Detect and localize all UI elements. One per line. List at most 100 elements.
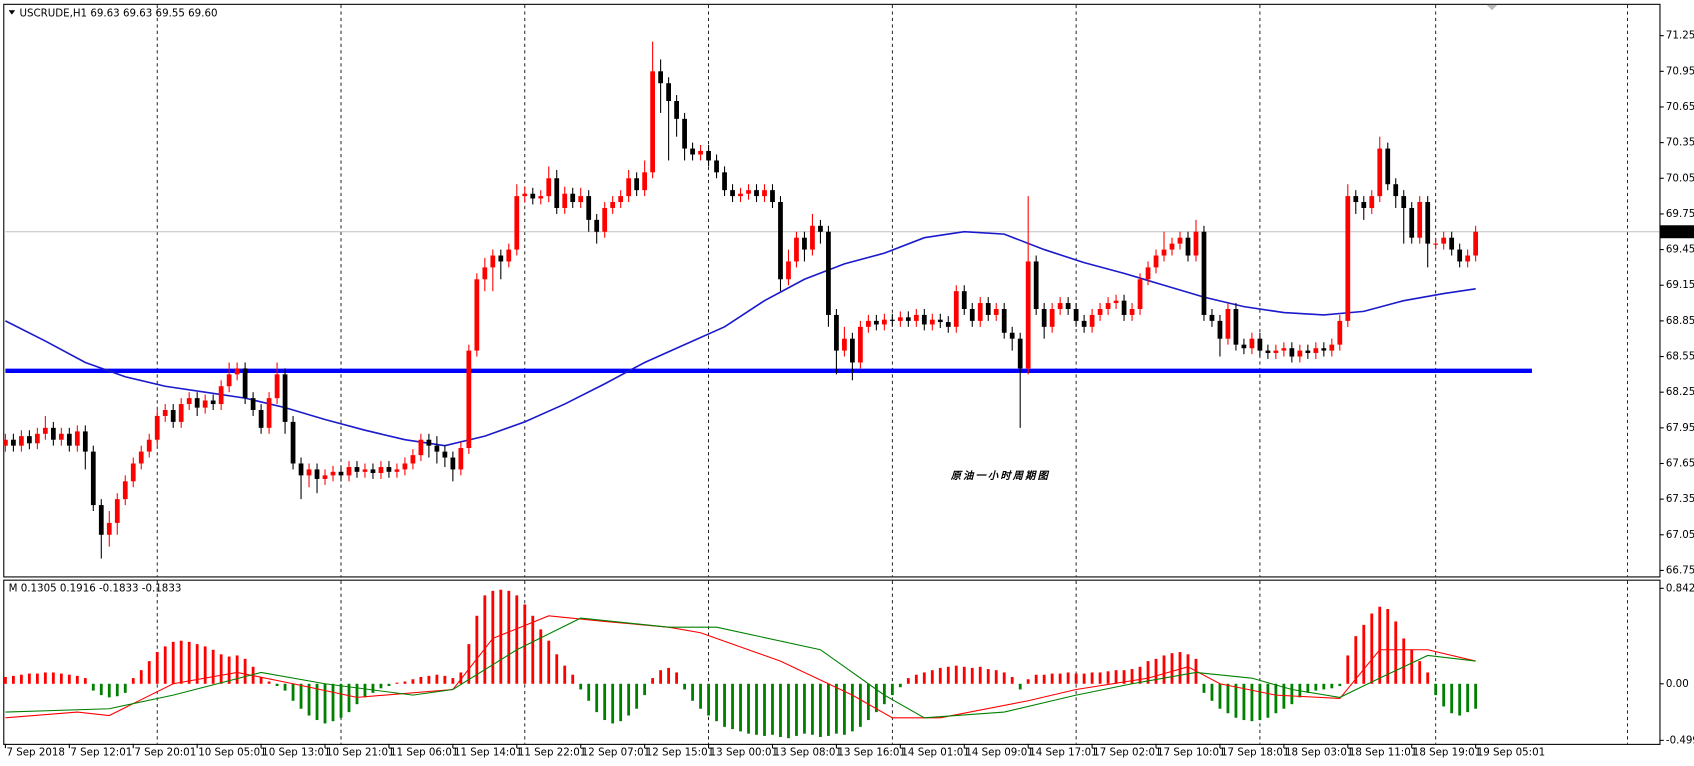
candle-body [650, 71, 656, 173]
histogram-bar [787, 683, 790, 739]
candle-body [810, 225, 815, 250]
candle-body [298, 463, 304, 476]
candle-body [106, 522, 112, 535]
histogram-bar [11, 675, 15, 684]
histogram-bar [3, 676, 7, 684]
signal-line [5, 617, 1476, 719]
candle-body [858, 326, 863, 363]
candle-body [985, 303, 991, 315]
x-tick-label: 18 Sep 03:01 [1285, 746, 1353, 758]
histogram-bar [1450, 683, 1454, 714]
histogram-bar [1338, 683, 1342, 687]
histogram-bar [779, 683, 782, 738]
candle-body [50, 427, 56, 440]
y-tick-label: 69.15 [1666, 279, 1694, 291]
candle-body [210, 400, 216, 405]
histogram-bar [427, 675, 431, 684]
histogram-bar [635, 683, 639, 709]
candle-body [1329, 344, 1335, 351]
histogram-bar [43, 672, 47, 684]
histogram-bar [467, 644, 471, 684]
candle-body [1457, 249, 1463, 262]
candle-body [1121, 300, 1127, 315]
histogram-bar [1090, 672, 1094, 684]
histogram-bar [1474, 683, 1478, 709]
candle-body [1273, 350, 1279, 353]
histogram-bar [1122, 670, 1126, 684]
candle-body [1289, 348, 1295, 357]
histogram-bar [443, 675, 447, 684]
candle-body [434, 445, 440, 452]
histogram-bar [978, 666, 982, 684]
candle-body [594, 219, 600, 232]
histogram-bar [1330, 683, 1334, 689]
candle-body [242, 368, 248, 399]
candle-body [1145, 267, 1151, 280]
y-tick-label: 70.05 [1666, 172, 1694, 184]
histogram-bar [339, 683, 343, 718]
histogram-bar [403, 681, 407, 684]
x-tick-label: 12 Sep 07:01 [582, 746, 650, 758]
candle-body [1153, 255, 1159, 268]
candle-body [690, 148, 695, 155]
histogram-bar [898, 683, 902, 688]
candle-body [1409, 207, 1415, 238]
histogram-bar [1394, 621, 1398, 684]
candle-body [642, 172, 648, 191]
histogram-bar [1226, 683, 1230, 714]
candle-body [889, 319, 895, 321]
histogram-bar [747, 683, 750, 734]
candle-body [961, 291, 967, 309]
candle-body [514, 196, 520, 250]
histogram-bar [819, 683, 822, 738]
histogram-bar [83, 678, 87, 684]
histogram-bar [1314, 683, 1318, 691]
candle-body [386, 467, 392, 472]
candle-body [138, 451, 144, 464]
candle-body [346, 467, 352, 476]
histogram-bar [611, 683, 615, 724]
histogram-bar [1066, 672, 1070, 684]
histogram-bar [307, 683, 311, 716]
candle-body [578, 196, 584, 203]
histogram-bar [371, 683, 375, 693]
candle-body [130, 463, 136, 482]
x-tick-label: 13 Sep 16:01 [837, 746, 905, 758]
candle-body [186, 398, 192, 405]
candle-body [474, 279, 480, 351]
histogram-bar [1178, 652, 1182, 684]
candle-body [698, 150, 703, 155]
candle-body [234, 368, 240, 375]
histogram-bar [795, 683, 798, 736]
histogram-bar [595, 683, 599, 713]
last-price-label: 69.60 [1663, 226, 1692, 238]
candle-body [1169, 243, 1175, 250]
histogram-bar [1058, 673, 1062, 684]
candle-body [114, 499, 120, 523]
last-price-box [1660, 225, 1694, 239]
candle-body [19, 436, 24, 446]
candle-body [1449, 237, 1455, 250]
candle-body [266, 398, 272, 428]
candle-body [1201, 231, 1207, 315]
candle-body [586, 196, 592, 220]
histogram-bar [930, 670, 934, 684]
candle-body [482, 267, 488, 280]
x-tick-label: 10 Sep 13:01 [262, 746, 330, 758]
histogram-bar [331, 683, 335, 722]
candle-body [42, 427, 48, 434]
histogram-bar [1202, 683, 1206, 693]
histogram-bar [163, 646, 167, 684]
histogram-bar [619, 683, 623, 722]
candle-body [969, 308, 975, 321]
histogram-bar [563, 665, 567, 684]
histogram-bar [491, 590, 495, 684]
histogram-bar [411, 679, 415, 684]
histogram-bar [587, 683, 591, 701]
candle-body [1225, 308, 1231, 339]
candle-body [58, 433, 64, 440]
candle-body [1417, 202, 1423, 238]
histogram-bar [1170, 653, 1174, 684]
